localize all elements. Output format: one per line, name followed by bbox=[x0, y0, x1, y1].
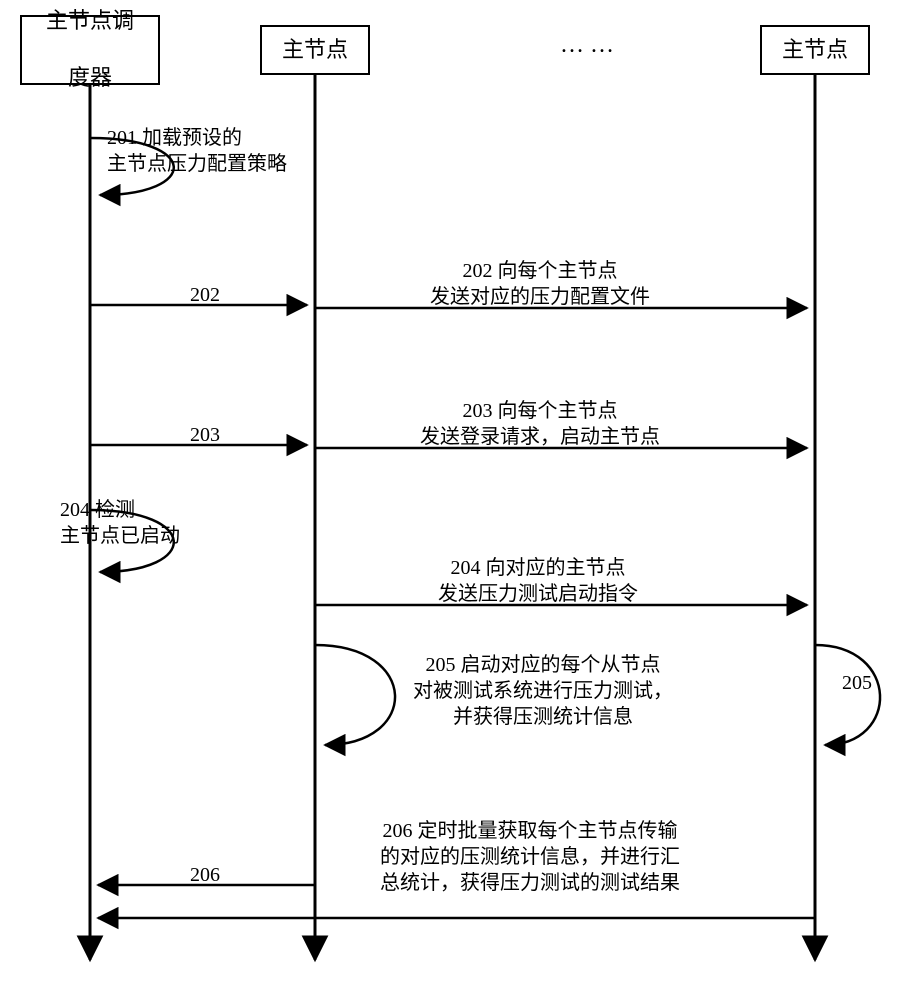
label-206-short: 206 bbox=[190, 862, 220, 888]
label-203-short: 203 bbox=[190, 422, 220, 448]
lifeline-head-master1: 主节点 bbox=[260, 25, 370, 75]
label-205: 205 启动对应的每个从节点 对被测试系统进行压力测试， 并获得压测统计信息 bbox=[413, 652, 673, 730]
lifeline-master1-label: 主节点 bbox=[282, 36, 348, 65]
label-201: 201 加载预设的 主节点压力配置策略 bbox=[107, 125, 287, 177]
lifeline-head-scheduler: 主节点调 度器 bbox=[20, 15, 160, 85]
lifeline-scheduler-l2: 度器 bbox=[46, 64, 134, 93]
arrow-205-self-m1 bbox=[315, 645, 395, 745]
label-204-self: 204 检测 主节点已启动 bbox=[60, 497, 180, 549]
label-202: 202 向每个主节点 发送对应的压力配置文件 bbox=[430, 258, 650, 310]
label-203: 203 向每个主节点 发送登录请求，启动主节点 bbox=[420, 398, 660, 450]
label-204: 204 向对应的主节点 发送压力测试启动指令 bbox=[438, 555, 638, 607]
label-205-right: 205 bbox=[842, 670, 872, 696]
lifeline-head-master2: 主节点 bbox=[760, 25, 870, 75]
lifeline-scheduler-l1: 主节点调 bbox=[46, 7, 134, 36]
lifeline-master2-label: 主节点 bbox=[782, 36, 848, 65]
label-206: 206 定时批量获取每个主节点传输 的对应的压测统计信息，并进行汇 总统计，获得… bbox=[380, 818, 680, 896]
ellipsis-dots: …… bbox=[560, 32, 620, 59]
label-202-short: 202 bbox=[190, 282, 220, 308]
